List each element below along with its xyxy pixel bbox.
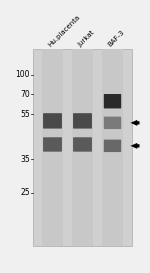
Bar [72, 49, 93, 246]
Text: Jurkat: Jurkat [77, 29, 95, 48]
Text: Hu.placenta: Hu.placenta [47, 14, 81, 48]
Bar [42, 49, 63, 246]
FancyBboxPatch shape [104, 117, 121, 129]
Text: 35: 35 [20, 155, 30, 164]
FancyBboxPatch shape [104, 94, 121, 108]
Text: 55: 55 [20, 109, 30, 118]
Text: BAF-3: BAF-3 [107, 29, 126, 48]
Text: 25: 25 [20, 188, 30, 197]
FancyBboxPatch shape [104, 140, 121, 152]
FancyArrow shape [130, 120, 140, 126]
FancyBboxPatch shape [43, 137, 62, 152]
Bar [102, 49, 123, 246]
Text: 70: 70 [20, 90, 30, 99]
FancyBboxPatch shape [73, 137, 92, 152]
FancyArrow shape [130, 143, 140, 149]
Bar [33, 49, 132, 246]
FancyBboxPatch shape [73, 113, 92, 129]
FancyBboxPatch shape [43, 113, 62, 129]
Text: 100: 100 [15, 70, 30, 79]
